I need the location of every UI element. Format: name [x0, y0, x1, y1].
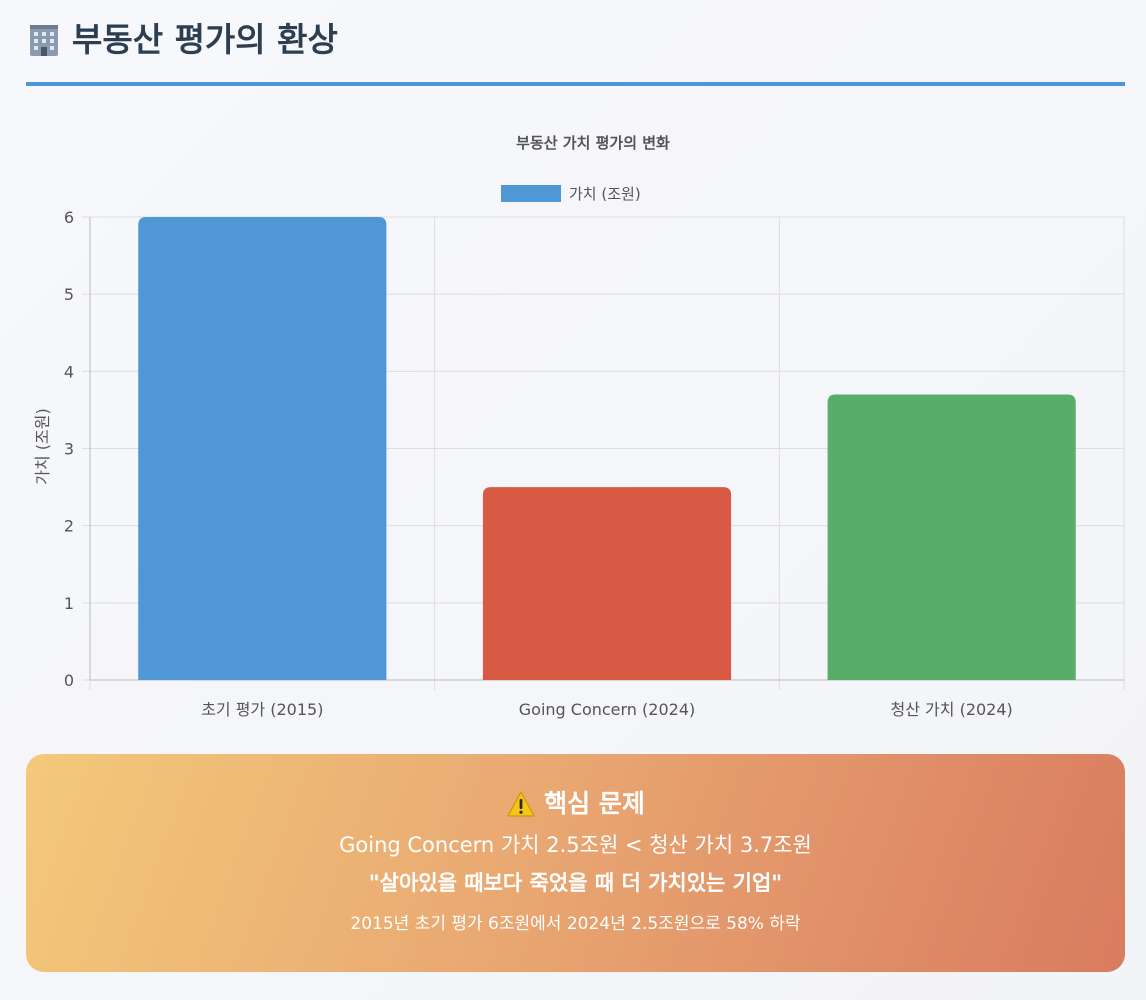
bar — [138, 217, 387, 680]
x-tick-label: 청산 가치 (2024) — [891, 700, 1013, 719]
y-tick-label: 3 — [64, 440, 74, 459]
x-tick-label: 초기 평가 (2015) — [201, 700, 323, 719]
y-tick-label: 5 — [64, 285, 74, 304]
key-issue-title: 핵심 문제 — [544, 789, 645, 818]
x-tick-label: Going Concern (2024) — [519, 700, 695, 719]
chart-title: 부동산 가치 평가의 변화 — [516, 134, 670, 152]
y-axis-label: 가치 (조원) — [33, 408, 52, 484]
key-issue-heading: 핵심 문제 — [506, 787, 645, 821]
page-title: 부동산 평가의 환상 — [26, 18, 1125, 62]
bar — [482, 487, 732, 680]
y-tick-label: 1 — [64, 594, 74, 613]
y-tick-label: 4 — [64, 362, 74, 381]
bar — [827, 394, 1076, 680]
legend-swatch — [501, 185, 561, 202]
key-issue-panel: 핵심 문제 Going Concern 가치 2.5조원 < 청산 가치 3.7… — [26, 754, 1125, 972]
y-tick-label: 6 — [64, 208, 74, 227]
y-tick-label: 0 — [64, 671, 74, 690]
warning-icon — [506, 790, 536, 818]
office-building-icon — [26, 22, 62, 58]
legend-label: 가치 (조원) — [569, 185, 641, 203]
page-header: 부동산 평가의 환상 — [26, 18, 1125, 86]
page-title-text: 부동산 평가의 환상 — [72, 20, 338, 59]
decline-note-text: 2015년 초기 평가 6조원에서 2024년 2.5조원으로 58% 하락 — [350, 914, 801, 934]
value-comparison-text: Going Concern 가치 2.5조원 < 청산 가치 3.7조원 — [339, 833, 812, 857]
quote-text: "살아있을 때보다 죽었을 때 더 가치있는 기업" — [368, 871, 783, 895]
y-tick-label: 2 — [64, 517, 74, 536]
